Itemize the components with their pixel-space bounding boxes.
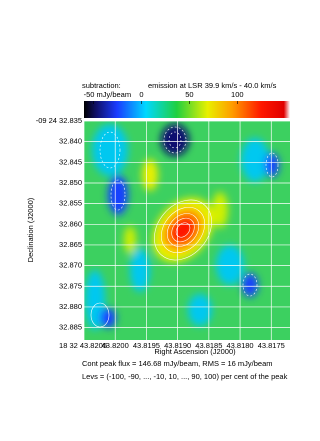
y-tick-label: 32.855 <box>59 199 82 208</box>
subtitle-right: emission at LSR 39.9 km/s - 40.0 km/s <box>148 81 277 90</box>
y-tick-label: 32.885 <box>59 323 82 332</box>
y-tick-label: 32.875 <box>59 281 82 290</box>
colorbar <box>84 101 290 118</box>
y-tick-label: 32.860 <box>59 219 82 228</box>
y-tick-label: 32.845 <box>59 157 82 166</box>
x-axis-title: Right Ascension (J2000) <box>154 347 236 356</box>
x-tick-label: 18 32 43.8205 <box>59 341 107 350</box>
x-tick-label: 43.8175 <box>258 341 285 350</box>
y-tick-label: 32.880 <box>59 302 82 311</box>
note: Levs = (-100, -90, ..., -10, 10, ..., 90… <box>82 372 288 381</box>
x-tick-label: 43.8180 <box>226 341 253 350</box>
y-tick-label: 32.850 <box>59 178 82 187</box>
y-tick-label: 32.840 <box>59 137 82 146</box>
colorbar-tick-label: 0 <box>139 90 143 99</box>
y-tick-label: 32.870 <box>59 261 82 270</box>
subtitle-left: subtraction: <box>82 81 121 90</box>
x-tick-label: 43.8190 <box>164 341 191 350</box>
x-tick-label: 43.8185 <box>195 341 222 350</box>
x-tick-label: 43.8195 <box>133 341 160 350</box>
y-axis-title: Declination (J2000) <box>26 197 35 262</box>
colorbar-tick-label: -50 mJy/beam <box>84 90 132 99</box>
chart: subtraction: emission at LSR 39.9 km/s -… <box>26 81 290 381</box>
note: Cont peak flux = 146.68 mJy/beam, RMS = … <box>82 359 273 368</box>
y-tick-label: -09 24 32.835 <box>36 116 82 125</box>
colorbar-tick-label: 100 <box>231 90 244 99</box>
y-tick-label: 32.865 <box>59 240 82 249</box>
x-tick-label: 43.8200 <box>102 341 129 350</box>
colorbar-tick-label: 50 <box>185 90 193 99</box>
